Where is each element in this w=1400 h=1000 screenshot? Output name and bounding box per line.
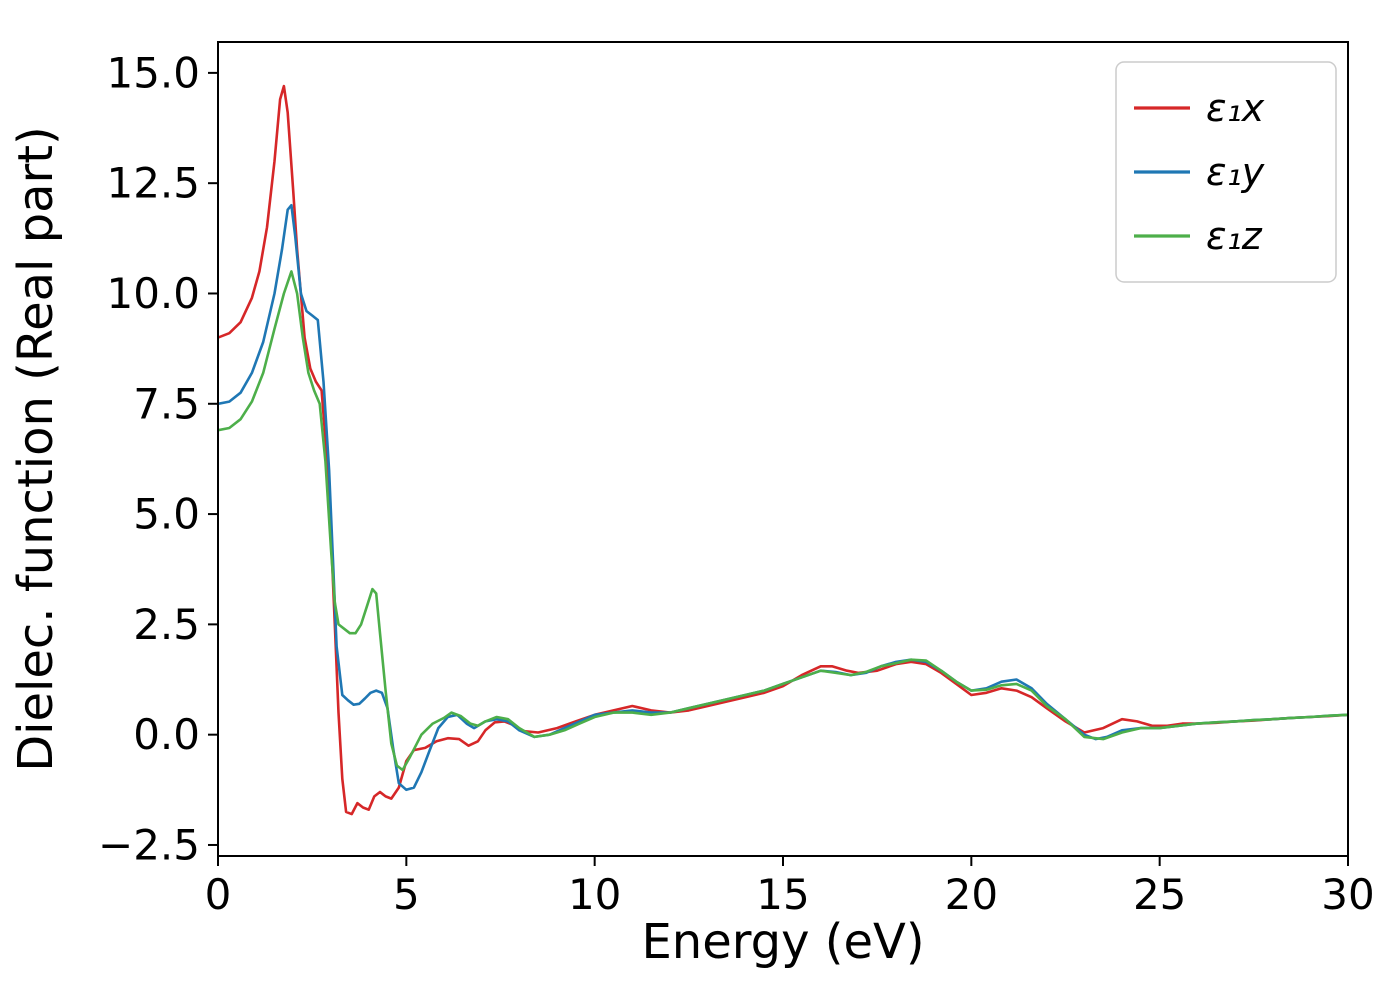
legend-entry-label: ε₁z bbox=[1206, 214, 1263, 258]
legend-entry-label: ε₁y bbox=[1206, 150, 1265, 194]
y-tick-label: −2.5 bbox=[98, 820, 200, 869]
x-tick-label: 15 bbox=[756, 870, 809, 919]
series-group bbox=[218, 84, 1348, 816]
y-tick-label: 15.0 bbox=[106, 48, 200, 97]
x-axis-label: Energy (eV) bbox=[641, 914, 924, 970]
y-tick-label: 7.5 bbox=[133, 379, 200, 428]
x-tick-label: 10 bbox=[568, 870, 621, 919]
series-line-1 bbox=[218, 203, 1348, 792]
axes-group: 0 5 10 15 20 25 30 −2.5 0.0 2.5 5.0 7.5 10.0 12.5 15.0 bbox=[98, 41, 1375, 919]
y-tick-label: 5.0 bbox=[133, 490, 200, 539]
legend: ε₁x ε₁y ε₁z bbox=[1115, 61, 1337, 283]
y-tick-label: 2.5 bbox=[133, 600, 200, 649]
x-tick-label: 0 bbox=[205, 870, 232, 919]
y-tick-label: 0.0 bbox=[133, 710, 200, 759]
series-line-2 bbox=[218, 270, 1348, 772]
y-tick-label: 12.5 bbox=[106, 159, 200, 208]
y-axis-label: Dielec. function (Real part) bbox=[8, 126, 64, 772]
legend-entry-label: ε₁x bbox=[1206, 86, 1265, 130]
x-tick-label: 30 bbox=[1321, 870, 1374, 919]
x-tick-label: 5 bbox=[393, 870, 420, 919]
x-tick-label: 25 bbox=[1133, 870, 1186, 919]
y-tick-label: 10.0 bbox=[106, 269, 200, 318]
x-tick-label: 20 bbox=[945, 870, 998, 919]
legend-frame bbox=[1115, 61, 1337, 283]
